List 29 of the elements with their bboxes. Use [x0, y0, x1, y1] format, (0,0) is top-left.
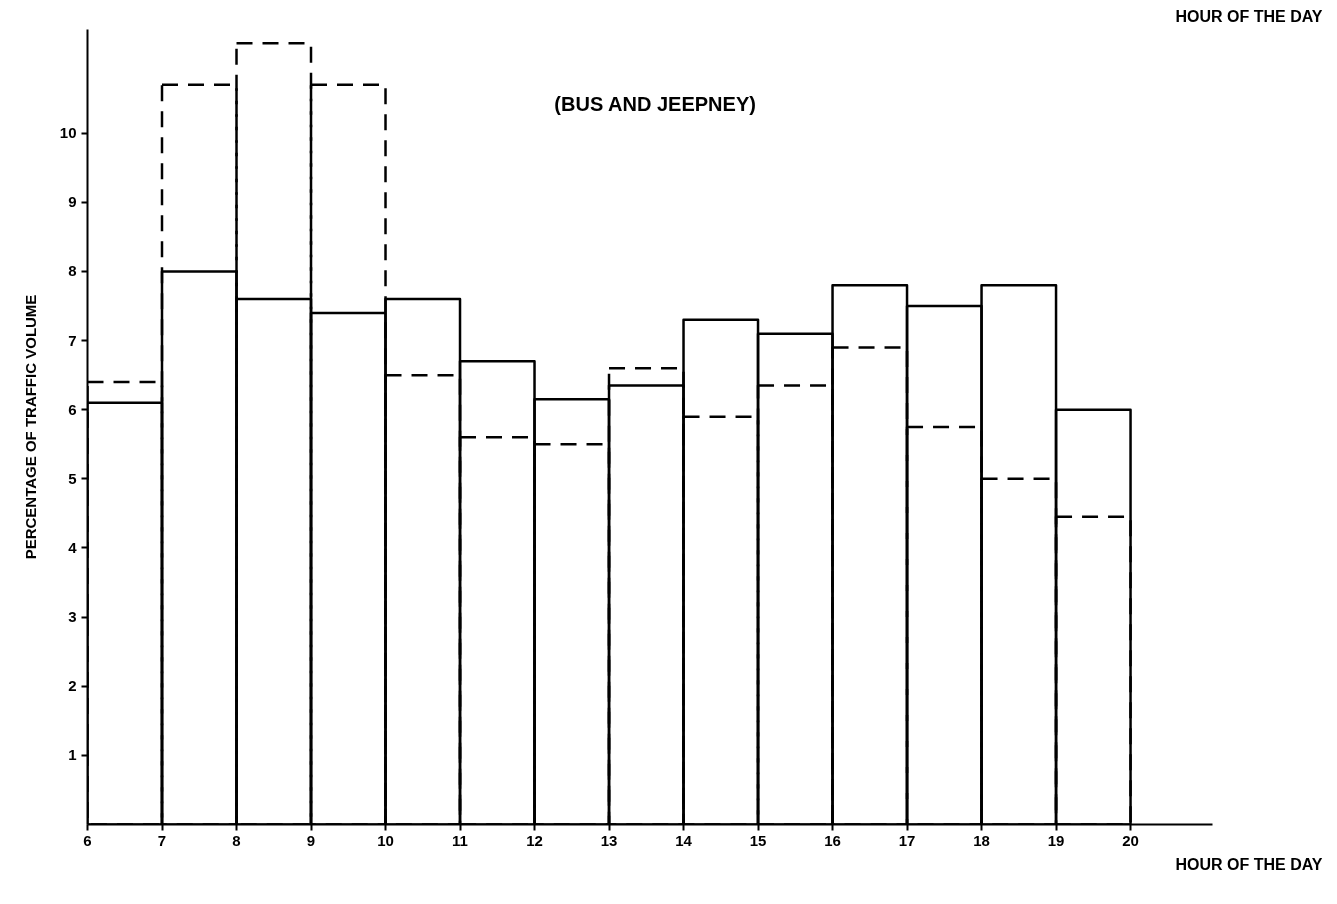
x-tick-label: 20 — [1122, 831, 1139, 849]
y-axis-title: PERCENTAGE OF TRAFFIC VOLUME — [21, 294, 39, 560]
x-tick-label: 16 — [824, 831, 841, 849]
x-tick-label: 9 — [306, 831, 316, 849]
x-tick-label: 10 — [377, 831, 394, 849]
y-tick-label: 9 — [68, 193, 77, 211]
x-tick-label: 6 — [83, 831, 92, 849]
text: (BUS AND JEEPNEY) — [554, 92, 756, 115]
x-tick-label: 8 — [232, 831, 241, 849]
text: HOUR OF THE DAY — [1175, 7, 1323, 25]
y-tick-label: 2 — [68, 677, 77, 695]
x-tick-label: 7 — [157, 831, 167, 849]
y-tick-label: 1 — [68, 746, 77, 764]
y-tick-label: 4 — [68, 538, 78, 556]
x-tick-label: 12 — [526, 831, 543, 849]
x-tick-label: 14 — [675, 831, 693, 849]
x-tick-label: 13 — [600, 831, 618, 849]
y-tick-label: 6 — [68, 400, 77, 418]
x-axis-title: HOUR OF THE DAY — [1175, 855, 1323, 873]
x-tick-label: 11 — [452, 831, 468, 849]
y-tick-label: 10 — [59, 124, 77, 142]
x-tick-label: 17 — [898, 831, 916, 849]
y-tick-label: 8 — [68, 262, 77, 280]
y-tick-label: 3 — [68, 608, 77, 626]
x-tick-label: 15 — [749, 831, 767, 849]
x-tick-label: 19 — [1047, 831, 1065, 849]
y-tick-label: 5 — [68, 469, 77, 487]
y-tick-label: 7 — [68, 331, 77, 349]
x-tick-label: 18 — [973, 831, 990, 849]
